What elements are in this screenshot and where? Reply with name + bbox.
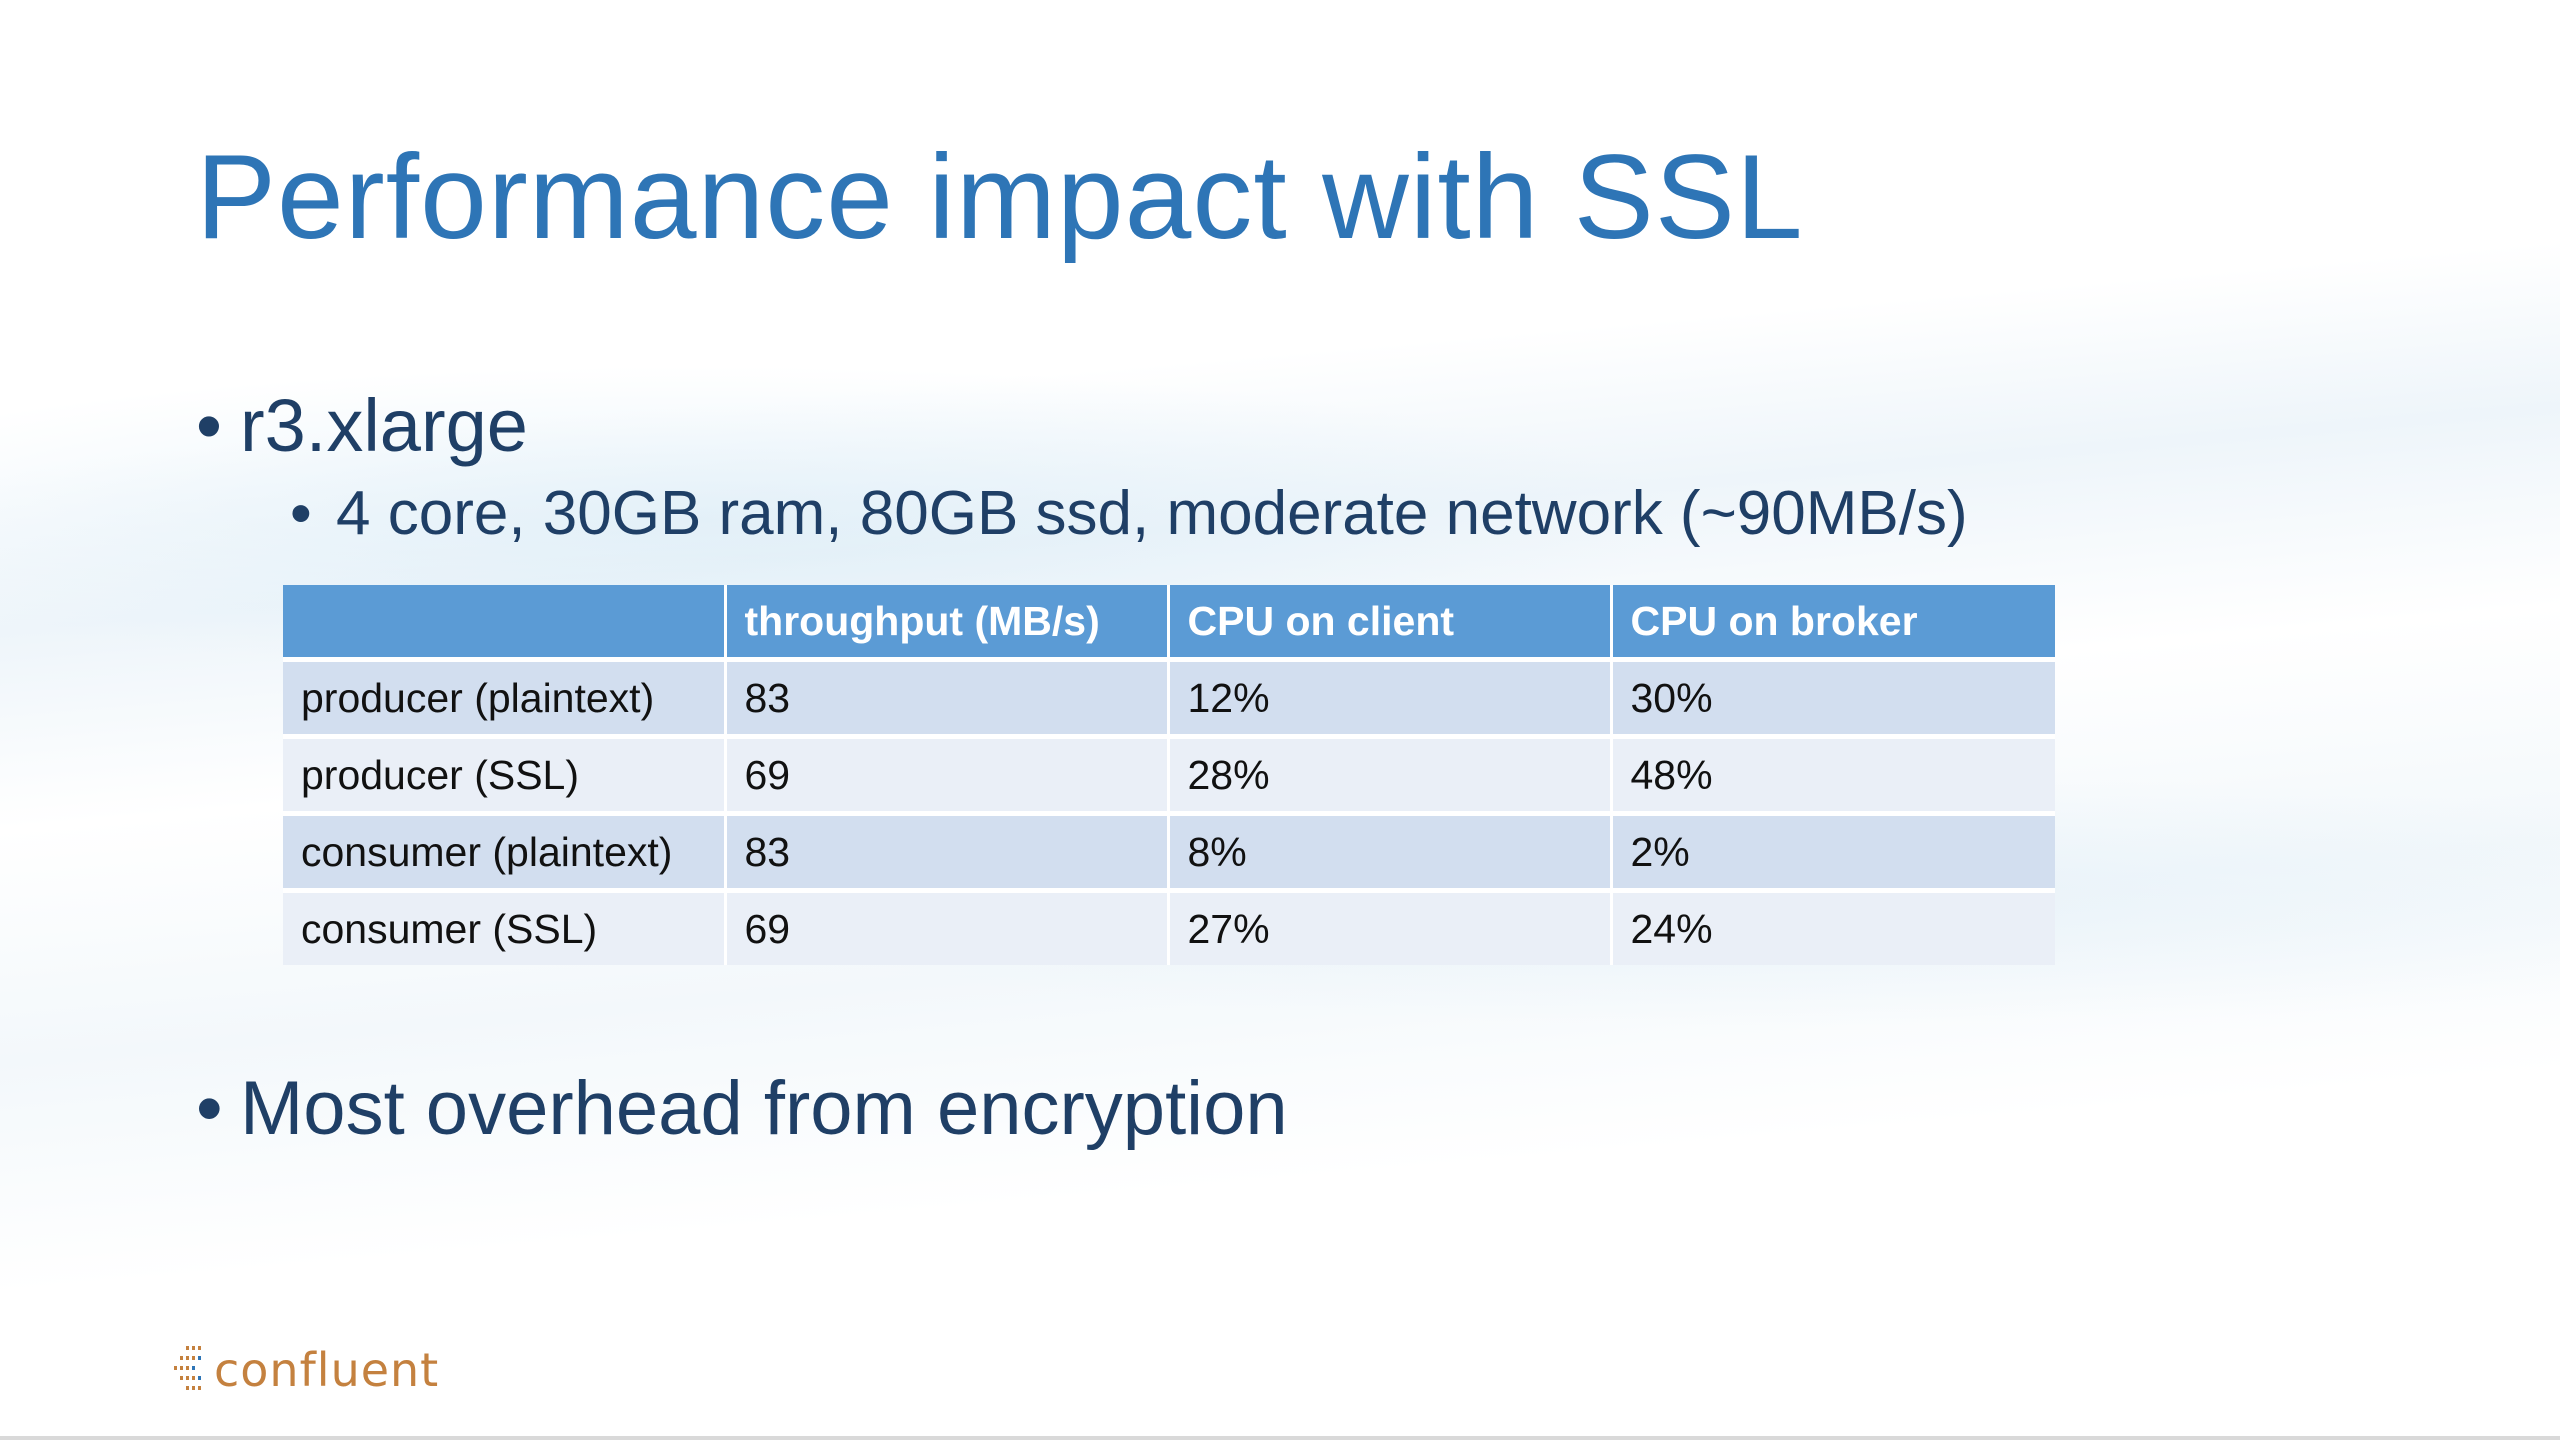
table-header-cell: CPU on client bbox=[1168, 585, 1613, 662]
table-cell: 83 bbox=[725, 659, 1170, 739]
table-cell: 83 bbox=[725, 813, 1170, 893]
bullet-dot: • bbox=[290, 479, 312, 548]
table-cell: 69 bbox=[725, 736, 1170, 816]
bullet-dot: • bbox=[196, 384, 222, 467]
table-header-cell bbox=[283, 585, 727, 662]
table-cell: 28% bbox=[1168, 736, 1613, 816]
table-cell: 27% bbox=[1168, 890, 1613, 965]
bullet-instance-spec: • 4 core, 30GB ram, 80GB ssd, moderate ne… bbox=[290, 477, 1968, 551]
table-header-row: throughput (MB/s) CPU on client CPU on b… bbox=[283, 585, 2055, 662]
table-row: producer (SSL) 69 28% 48% bbox=[283, 736, 2055, 816]
table-cell: 69 bbox=[725, 890, 1170, 965]
table-cell: producer (SSL) bbox=[283, 736, 727, 816]
bullet-conclusion: • Most overhead from encryption bbox=[196, 1063, 1288, 1154]
bullet-conclusion-text: Most overhead from encryption bbox=[240, 1066, 1288, 1151]
confluent-logo-text: confluent bbox=[214, 1343, 440, 1397]
table-cell: 2% bbox=[1611, 813, 2055, 893]
table-cell: 8% bbox=[1168, 813, 1613, 893]
table-cell: 48% bbox=[1611, 736, 2055, 816]
table-cell: consumer (plaintext) bbox=[283, 813, 727, 893]
table-cell: producer (plaintext) bbox=[283, 659, 727, 739]
table-row: consumer (plaintext) 83 8% 2% bbox=[283, 813, 2055, 893]
table-row: consumer (SSL) 69 27% 24% bbox=[283, 890, 2055, 965]
bullet-instance-text: r3.xlarge bbox=[240, 384, 528, 467]
performance-table: throughput (MB/s) CPU on client CPU on b… bbox=[283, 585, 2055, 965]
table-header-cell: throughput (MB/s) bbox=[725, 585, 1170, 662]
slide-title: Performance impact with SSL bbox=[196, 130, 1804, 264]
confluent-logo-icon bbox=[174, 1346, 201, 1390]
bullet-instance: • r3.xlarge bbox=[196, 382, 528, 471]
table-cell: 30% bbox=[1611, 659, 2055, 739]
confluent-logo: confluent bbox=[174, 1340, 439, 1400]
table-cell: 24% bbox=[1611, 890, 2055, 965]
table-row: producer (plaintext) 83 12% 30% bbox=[283, 659, 2055, 739]
table-cell: consumer (SSL) bbox=[283, 890, 727, 965]
table-header-cell: CPU on broker bbox=[1611, 585, 2055, 662]
bullet-dot: • bbox=[196, 1066, 223, 1151]
table-cell: 12% bbox=[1168, 659, 1613, 739]
bottom-divider bbox=[0, 1436, 2560, 1440]
bullet-instance-spec-text: 4 core, 30GB ram, 80GB ssd, moderate net… bbox=[336, 479, 1968, 548]
